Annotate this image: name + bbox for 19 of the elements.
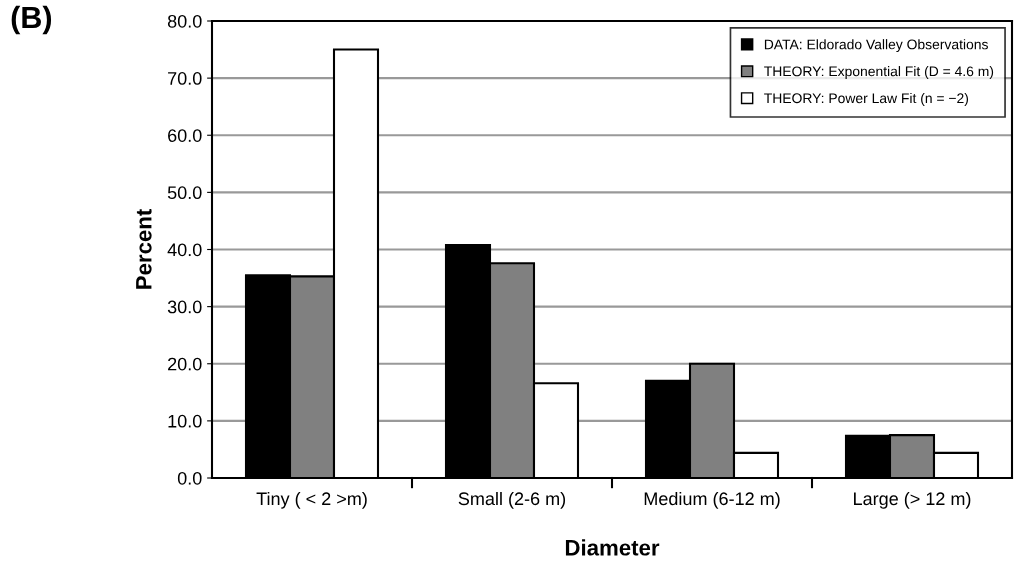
y-tick-label: 0.0 xyxy=(177,471,202,485)
y-tick-label: 30.0 xyxy=(167,300,202,314)
x-tick-label: Tiny ( < 2 >m) xyxy=(256,491,367,509)
y-tick-label: 80.0 xyxy=(167,14,202,28)
y-tick-label: 60.0 xyxy=(168,129,202,142)
x-tick-label: Small (2-6 m) xyxy=(458,491,566,509)
legend-label: THEORY: Exponential Fit (D = 4.6 m) xyxy=(764,66,994,79)
y-tick-label: 40.0 xyxy=(167,243,202,257)
y-tick-label: 20.0 xyxy=(168,357,202,371)
x-tick-label: Large (> 12 m) xyxy=(854,491,971,509)
y-axis-title: Percent xyxy=(136,209,152,289)
y-tick-label: 50.0 xyxy=(167,186,202,200)
legend-label: DATA: Eldorado Valley Observations xyxy=(764,39,988,53)
y-tick-label: 10.0 xyxy=(168,414,202,428)
chart-title: (B) xyxy=(11,5,52,35)
y-tick-label: 70.0 xyxy=(168,72,202,85)
legend-label: THEORY: Power Law Fit (n = −2) xyxy=(764,92,969,106)
x-tick-label: Medium (6-12 m) xyxy=(644,491,780,509)
x-axis-title: Diameter xyxy=(565,539,660,556)
